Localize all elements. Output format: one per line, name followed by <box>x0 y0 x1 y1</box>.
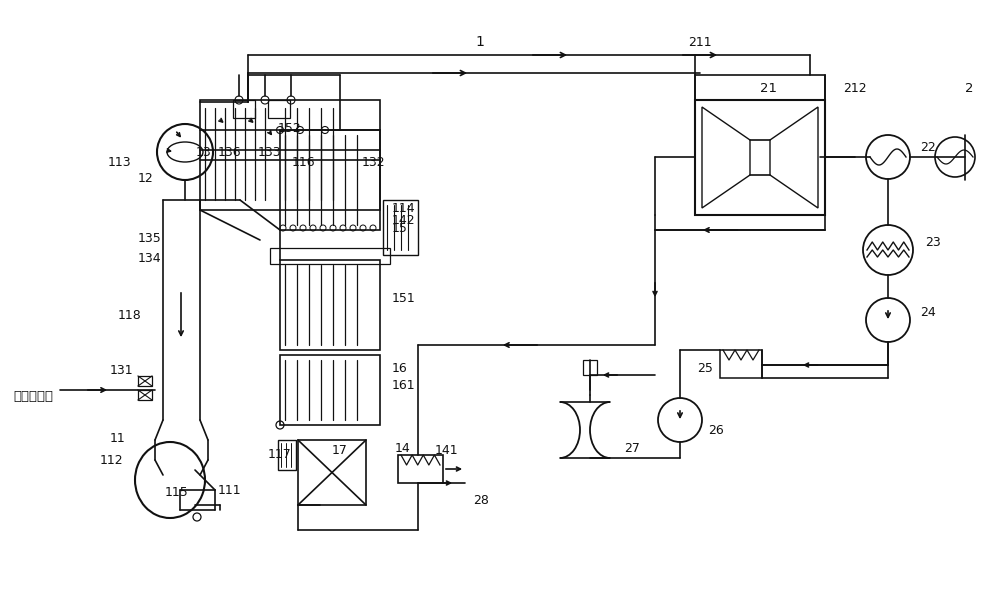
Text: 24: 24 <box>920 306 936 319</box>
Text: 212: 212 <box>843 81 867 94</box>
Text: 211: 211 <box>688 35 712 48</box>
Text: 13: 13 <box>196 145 212 158</box>
Bar <box>138 390 152 400</box>
Text: 133: 133 <box>258 145 282 158</box>
Bar <box>200 100 380 210</box>
Text: 1: 1 <box>476 35 484 49</box>
Text: 22: 22 <box>920 141 936 154</box>
Bar <box>270 248 390 264</box>
Text: 2: 2 <box>965 81 973 94</box>
Text: 12: 12 <box>138 171 154 184</box>
Text: 114: 114 <box>392 201 416 214</box>
Text: 115: 115 <box>165 485 189 498</box>
Bar <box>383 200 418 255</box>
Text: 113: 113 <box>108 155 132 168</box>
Text: 111: 111 <box>218 484 242 497</box>
Text: 27: 27 <box>624 442 640 455</box>
Text: 14: 14 <box>395 442 411 455</box>
Text: 15: 15 <box>392 221 408 234</box>
Bar <box>280 260 380 350</box>
Text: 161: 161 <box>392 379 416 392</box>
Bar <box>695 75 825 100</box>
Bar <box>233 100 255 118</box>
Text: 136: 136 <box>218 145 242 158</box>
Text: 25: 25 <box>697 362 713 375</box>
Bar <box>278 440 296 470</box>
Bar <box>280 355 380 425</box>
Text: 141: 141 <box>435 444 459 456</box>
Text: 131: 131 <box>110 363 134 376</box>
Bar <box>720 350 762 378</box>
Text: 135: 135 <box>138 231 162 244</box>
Text: 低熱值煤氣: 低熱值煤氣 <box>13 389 53 402</box>
Text: 132: 132 <box>362 155 386 168</box>
Bar <box>280 130 380 230</box>
Bar <box>298 440 366 505</box>
Text: 21: 21 <box>760 81 777 94</box>
Text: 142: 142 <box>392 213 416 227</box>
Text: 152: 152 <box>278 121 302 134</box>
Text: 23: 23 <box>925 236 941 249</box>
Text: 117: 117 <box>268 448 292 462</box>
Text: 112: 112 <box>100 454 124 466</box>
Bar <box>268 100 290 118</box>
Text: 134: 134 <box>138 252 162 264</box>
Text: 16: 16 <box>392 362 408 375</box>
Text: 11: 11 <box>110 432 126 445</box>
Text: 116: 116 <box>292 155 316 168</box>
Text: 26: 26 <box>708 423 724 436</box>
Text: 151: 151 <box>392 292 416 305</box>
Bar <box>695 100 825 215</box>
Bar <box>583 360 597 375</box>
Text: 17: 17 <box>332 444 348 456</box>
Bar <box>398 455 443 483</box>
Text: 118: 118 <box>118 309 142 322</box>
Text: 28: 28 <box>473 494 489 507</box>
Bar <box>138 376 152 386</box>
